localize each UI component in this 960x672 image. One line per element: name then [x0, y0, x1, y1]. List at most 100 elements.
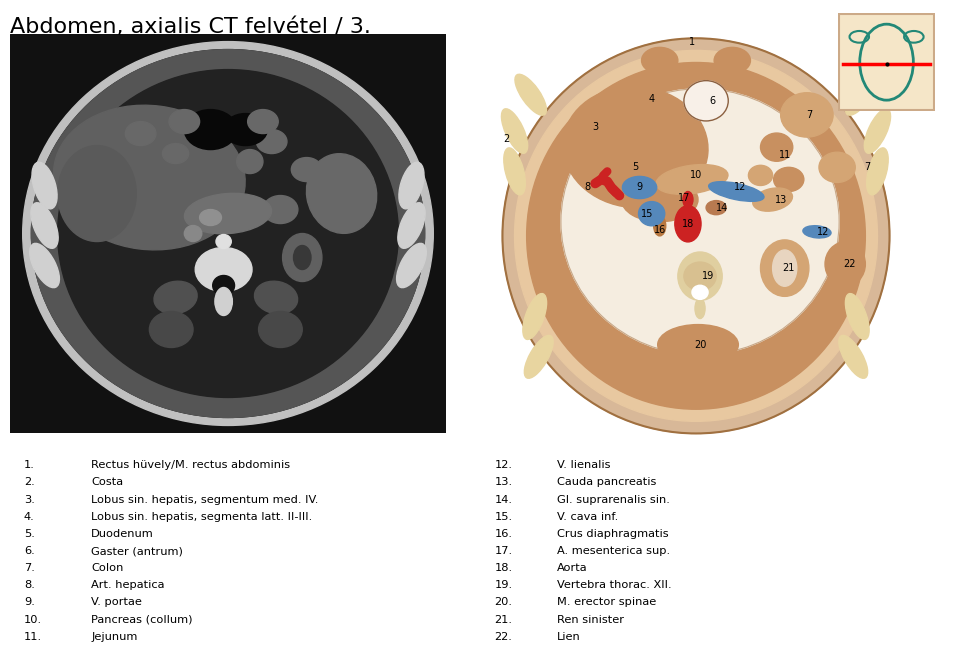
Ellipse shape	[184, 110, 237, 150]
Text: V. portae: V. portae	[91, 597, 142, 607]
Text: Lien: Lien	[557, 632, 581, 642]
Ellipse shape	[224, 114, 267, 146]
Text: 8: 8	[584, 183, 590, 192]
Ellipse shape	[291, 157, 322, 181]
Ellipse shape	[561, 89, 839, 355]
Text: Ren sinister: Ren sinister	[557, 614, 624, 624]
Text: 20: 20	[694, 340, 707, 349]
Text: V. lienalis: V. lienalis	[557, 460, 611, 470]
Ellipse shape	[683, 192, 693, 208]
Text: Colon: Colon	[91, 563, 124, 573]
Ellipse shape	[692, 286, 708, 300]
Ellipse shape	[258, 312, 302, 347]
Text: 22: 22	[843, 259, 855, 269]
Ellipse shape	[502, 38, 890, 433]
Ellipse shape	[839, 335, 868, 378]
Text: 4: 4	[649, 94, 655, 103]
Text: Crus diaphragmatis: Crus diaphragmatis	[557, 529, 668, 539]
Ellipse shape	[641, 47, 678, 74]
Text: 22.: 22.	[494, 632, 513, 642]
Text: 11.: 11.	[24, 632, 42, 642]
Ellipse shape	[867, 148, 888, 195]
Text: 19.: 19.	[494, 580, 513, 590]
Ellipse shape	[150, 312, 193, 347]
Text: 3: 3	[592, 122, 598, 132]
Ellipse shape	[32, 162, 57, 209]
Ellipse shape	[819, 153, 855, 182]
Text: 17: 17	[678, 193, 690, 202]
Text: 17.: 17.	[494, 546, 513, 556]
Ellipse shape	[706, 200, 726, 215]
Ellipse shape	[23, 42, 433, 425]
Text: 10: 10	[690, 171, 702, 180]
Ellipse shape	[58, 146, 136, 241]
Ellipse shape	[30, 243, 60, 288]
Text: 16.: 16.	[494, 529, 513, 539]
Ellipse shape	[504, 148, 525, 195]
Text: 19: 19	[702, 271, 714, 281]
Ellipse shape	[638, 202, 664, 226]
Text: 21: 21	[782, 263, 795, 273]
Ellipse shape	[216, 235, 231, 249]
Ellipse shape	[774, 167, 804, 192]
Text: 1.: 1.	[24, 460, 35, 470]
Text: 7: 7	[864, 163, 871, 172]
Ellipse shape	[803, 226, 831, 238]
Ellipse shape	[263, 196, 298, 224]
Ellipse shape	[864, 109, 891, 153]
Text: 15.: 15.	[494, 512, 513, 521]
Text: Lobus sin. hepatis, segmenta latt. II-III.: Lobus sin. hepatis, segmenta latt. II-II…	[91, 512, 312, 521]
Ellipse shape	[154, 281, 197, 314]
Text: Cauda pancreatis: Cauda pancreatis	[557, 477, 657, 487]
Text: 2: 2	[503, 134, 510, 144]
Text: 9: 9	[636, 183, 642, 192]
Text: 21.: 21.	[494, 614, 513, 624]
Text: 6.: 6.	[24, 546, 35, 556]
Text: Abdomen, axialis CT felvétel / 3.: Abdomen, axialis CT felvétel / 3.	[10, 17, 371, 37]
Text: 18: 18	[682, 219, 694, 228]
Ellipse shape	[54, 106, 245, 250]
Ellipse shape	[515, 50, 877, 421]
Ellipse shape	[695, 298, 705, 319]
Ellipse shape	[399, 162, 424, 209]
Ellipse shape	[749, 165, 773, 185]
Ellipse shape	[31, 203, 59, 249]
Text: 12: 12	[817, 227, 829, 237]
Ellipse shape	[200, 210, 222, 226]
Text: Pancreas (collum): Pancreas (collum)	[91, 614, 193, 624]
Ellipse shape	[675, 206, 701, 242]
Text: Gaster (antrum): Gaster (antrum)	[91, 546, 183, 556]
Ellipse shape	[684, 81, 729, 121]
Ellipse shape	[656, 165, 728, 194]
Text: Aorta: Aorta	[557, 563, 588, 573]
Text: 11: 11	[779, 151, 791, 160]
Text: 16: 16	[654, 225, 666, 235]
Ellipse shape	[515, 75, 546, 115]
Text: 15: 15	[641, 209, 654, 218]
Ellipse shape	[563, 87, 708, 208]
Text: 5: 5	[633, 163, 638, 172]
Text: Duodenum: Duodenum	[91, 529, 154, 539]
Text: Gl. suprarenalis sin.: Gl. suprarenalis sin.	[557, 495, 670, 505]
Ellipse shape	[708, 181, 764, 202]
Ellipse shape	[162, 144, 189, 163]
Ellipse shape	[773, 250, 797, 286]
Ellipse shape	[658, 325, 738, 365]
Ellipse shape	[256, 130, 287, 154]
Ellipse shape	[282, 234, 322, 282]
Ellipse shape	[825, 242, 865, 286]
Ellipse shape	[678, 252, 722, 300]
Text: 4.: 4.	[24, 512, 35, 521]
Text: Costa: Costa	[91, 477, 123, 487]
Ellipse shape	[126, 122, 156, 146]
Text: 12.: 12.	[494, 460, 513, 470]
Text: A. mesenterica sup.: A. mesenterica sup.	[557, 546, 670, 556]
Ellipse shape	[780, 93, 833, 137]
Ellipse shape	[58, 70, 398, 397]
Ellipse shape	[523, 294, 546, 339]
Ellipse shape	[32, 50, 424, 417]
Ellipse shape	[195, 247, 252, 292]
Text: 8.: 8.	[24, 580, 35, 590]
Text: Rectus hüvely/M. rectus abdominis: Rectus hüvely/M. rectus abdominis	[91, 460, 290, 470]
Ellipse shape	[215, 288, 232, 315]
